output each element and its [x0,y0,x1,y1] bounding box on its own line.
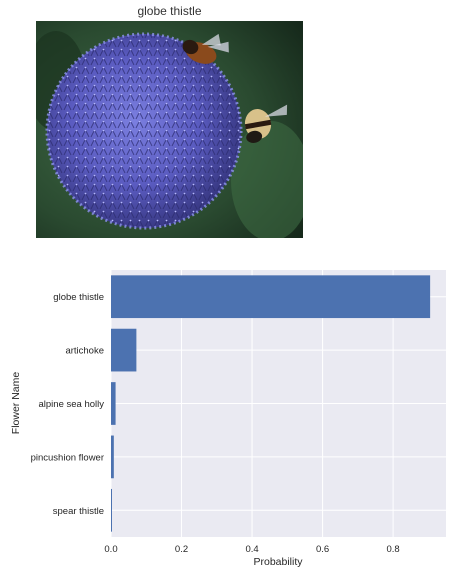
y-tick-label: globe thistle [53,292,104,303]
image-title: globe thistle [137,4,202,18]
y-tick-label: spear thistle [53,506,104,517]
y-axis-label: Flower Name [10,372,22,435]
bar-pincushion-flower [111,435,114,479]
x-tick-label: 0.6 [316,544,329,555]
bars [111,275,431,532]
probability-bar-chart: 0.0 0.2 0.4 0.6 0.8 globe thistle artichoke alp… [10,270,446,568]
y-tick-label: artichoke [65,346,104,357]
x-tick-label: 0.8 [386,544,399,555]
x-tick-label: 0.2 [175,544,188,555]
x-tick-label: 0.0 [104,544,117,555]
bar-alpine-sea-holly [111,382,116,425]
bar-artichoke [111,328,137,372]
y-tick-label: pincushion flower [31,452,104,463]
tick-labels: 0.0 0.2 0.4 0.6 0.8 globe thistle artichoke alp… [31,292,400,555]
x-tick-label: 0.4 [245,544,258,555]
bar-globe-thistle [111,275,431,319]
bar-spear-thistle [111,488,112,532]
y-tick-label: alpine sea holly [39,399,105,410]
globe-thistle-photo [36,21,303,238]
x-axis-label: Probability [253,556,303,568]
